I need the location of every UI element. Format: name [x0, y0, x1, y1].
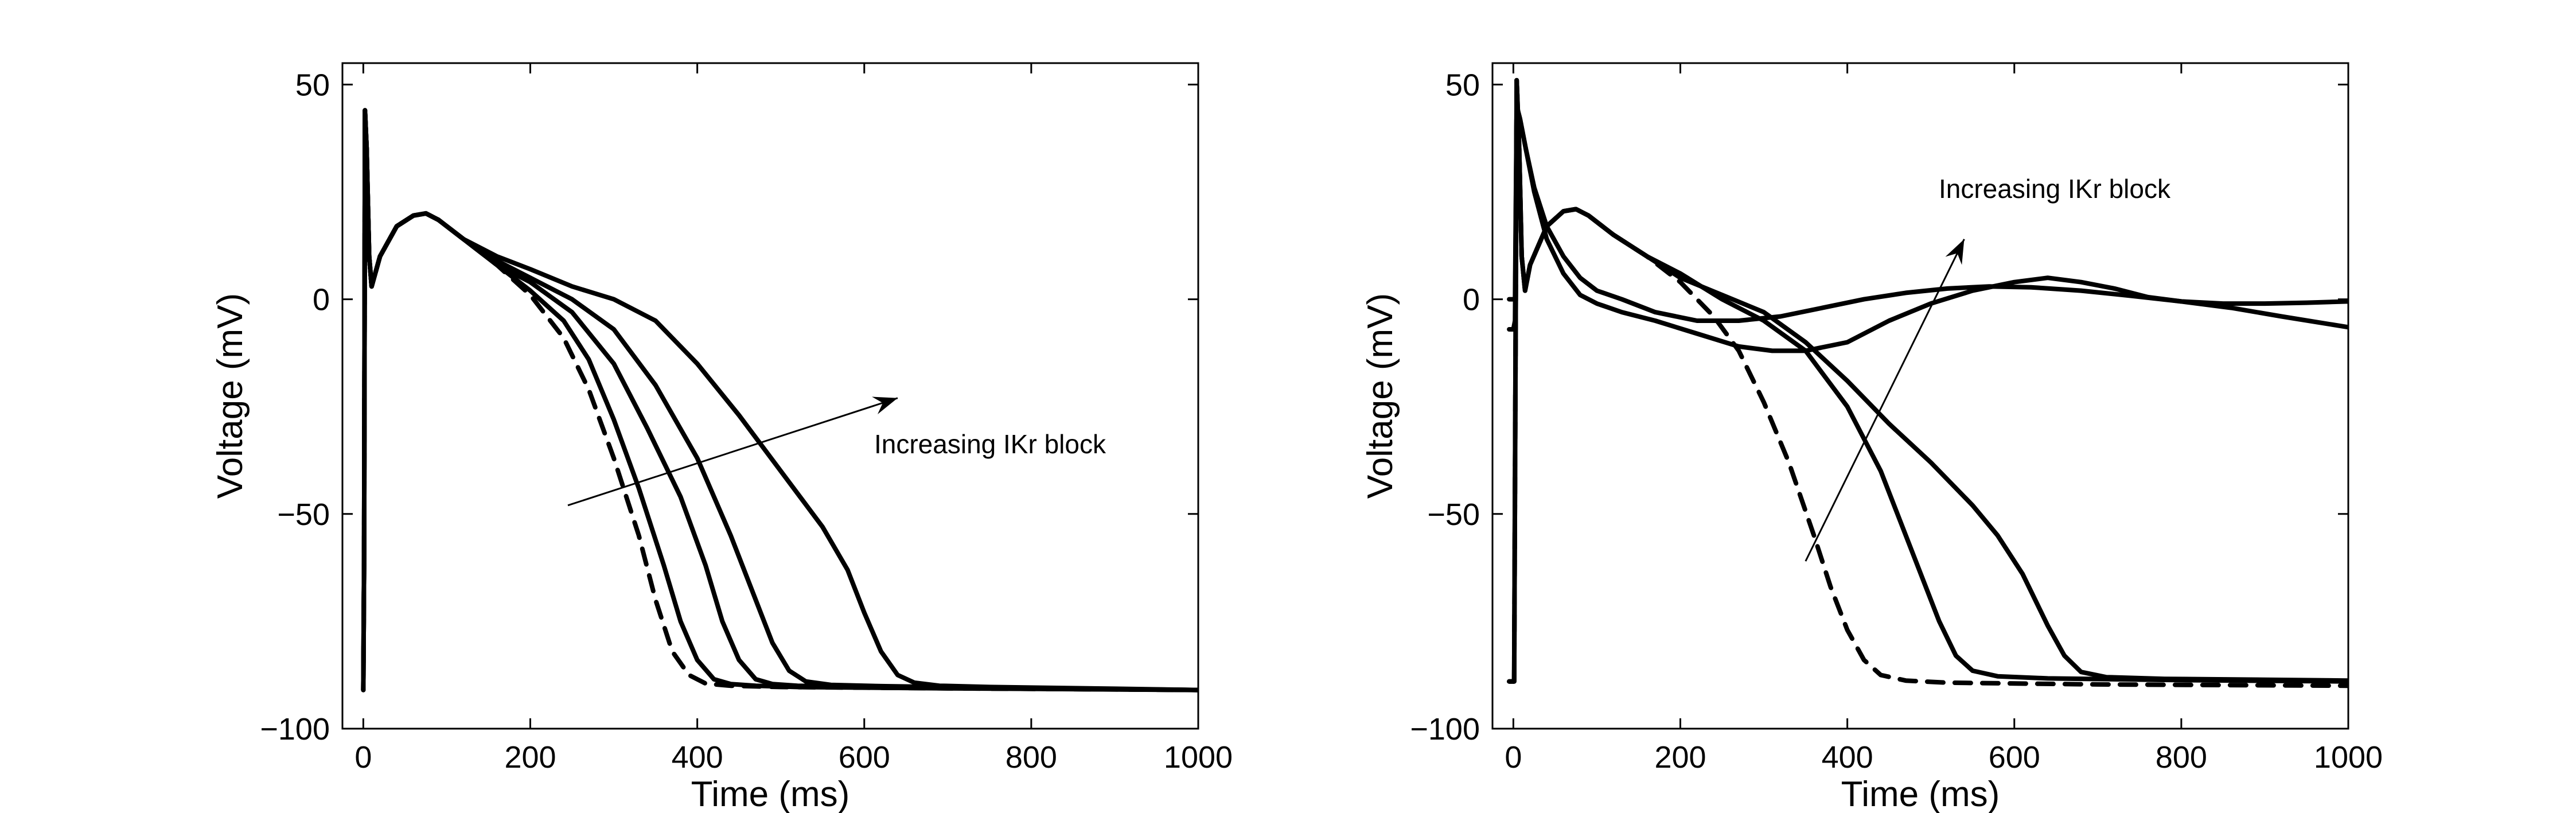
annotation-label: Increasing IKr block: [874, 429, 1106, 459]
y-axis-label: Voltage (mV): [1361, 293, 1400, 499]
series-line: [1507, 103, 2348, 330]
series-group: [1507, 77, 2348, 688]
y-axis-label: Voltage (mV): [211, 293, 250, 499]
plot-frame: [1491, 62, 2349, 730]
arrow-head-icon: [1945, 239, 1965, 265]
x-tick-label: 0: [354, 740, 372, 775]
y-tick-label: 0: [1463, 283, 1480, 317]
y-tick-label: −50: [1427, 497, 1480, 532]
annotation-arrow: [567, 397, 898, 507]
annotation-arrow: [1805, 239, 1965, 562]
annotation-label: Increasing IKr block: [1939, 174, 2171, 204]
x-axis-label: Time (ms): [691, 775, 850, 813]
y-tick-label: −100: [260, 712, 330, 746]
x-tick-label: 600: [839, 740, 890, 775]
figure-panels: 0 200 400 600 800 1000 50 0 −50 −100 Time (ms) Volt…: [211, 62, 2383, 813]
x-tick-label: 1000: [1164, 740, 1233, 775]
series-line: [1507, 77, 2348, 684]
x-axis-label: Time (ms): [1841, 775, 2000, 813]
series-line: [361, 108, 1198, 693]
x-tick-label: 600: [1989, 740, 2040, 775]
x-tick-label: 0: [1505, 740, 1522, 775]
x-tick-label: 200: [504, 740, 556, 775]
x-tick-label: 1000: [2314, 740, 2383, 775]
arrow-head-icon: [872, 396, 898, 414]
y-tick-label: −100: [1410, 712, 1480, 746]
x-tick-label: 800: [1006, 740, 1057, 775]
plot-frame: [341, 62, 1199, 730]
chart-panel: 0 200 400 600 800 1000 50 0 −50 −100 Time (ms) Volt…: [1361, 62, 2383, 813]
x-tick-label: 200: [1654, 740, 1706, 775]
series-group: [361, 108, 1198, 693]
x-tick-label: 800: [2156, 740, 2207, 775]
y-tick-label: 50: [295, 68, 330, 102]
y-tick-label: 50: [1445, 68, 1480, 102]
x-tick-label: 400: [1822, 740, 1873, 775]
x-tick-label: 400: [672, 740, 723, 775]
y-tick-label: −50: [277, 497, 330, 532]
chart-panel: 0 200 400 600 800 1000 50 0 −50 −100 Time (ms) Volt…: [211, 62, 1233, 813]
y-tick-label: 0: [313, 283, 330, 317]
